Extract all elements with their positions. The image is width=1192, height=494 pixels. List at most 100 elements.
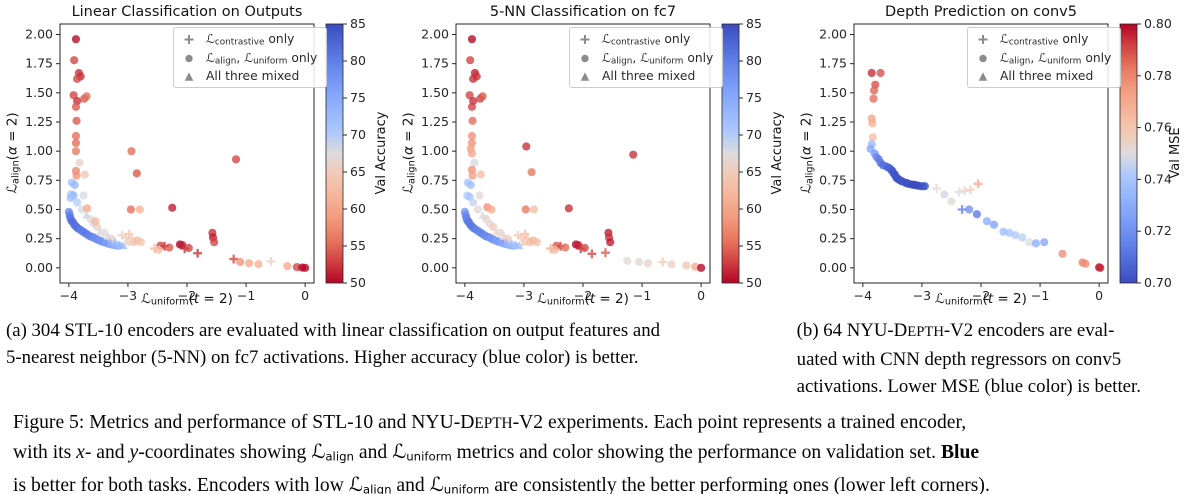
data-point <box>72 171 81 180</box>
data-point <box>168 203 177 212</box>
text-segment: uniform <box>443 482 490 494</box>
data-point <box>467 35 477 44</box>
y-tick-label: 1.25 <box>25 114 53 129</box>
scatter-plot-svg: −4 −3 −2 −1 0 0.00 0.25 0.50 0.75 1.00 1.25 1.50 1.7… <box>819 16 1183 303</box>
data-point <box>932 184 942 193</box>
data-point <box>912 181 921 190</box>
data-point <box>515 241 524 250</box>
text-segment: contrastive <box>1008 37 1059 48</box>
data-point <box>527 168 536 177</box>
y-tick-label: 1.50 <box>819 85 847 100</box>
legend-row: ℒcontrastive only <box>975 32 1111 48</box>
text-segment: only <box>1081 50 1112 65</box>
y-axis-label: ℒalign(α = 2) <box>401 112 418 193</box>
data-point <box>469 198 478 207</box>
data-point <box>110 239 120 248</box>
text-segment: ℒ <box>798 183 815 194</box>
text-segment: All three mixed <box>206 69 300 84</box>
data-point <box>193 248 203 258</box>
y-axis-label: ℒalign(α = 2) <box>799 112 816 193</box>
legend-row: ℒcontrastive only <box>181 32 317 48</box>
text-segment: -V2 encoders are eval- <box>943 320 1115 341</box>
text-segment: with its <box>13 442 77 463</box>
colorbar-tick-label: 0.80 <box>1144 16 1172 31</box>
legend-label: All three mixed <box>602 69 695 83</box>
text-segment: uniform <box>150 296 189 308</box>
text-segment: uated with CNN depth regressors on conv5 <box>796 349 1122 370</box>
text-segment: x <box>76 442 85 463</box>
x-tick-label: −2 <box>574 288 592 303</box>
data-point <box>869 94 878 103</box>
scatter-plot-svg: −4 −3 −2 −1 0 0.00 0.25 0.50 0.75 1.00 1.25 1.50 1.7… <box>421 16 785 303</box>
data-point <box>682 261 691 270</box>
y-tick-label: 1.50 <box>25 85 53 100</box>
y-axis-label: ℒalign(α = 2) <box>5 112 22 193</box>
data-point <box>965 205 974 214</box>
data-point <box>960 186 969 196</box>
colorbar-tick-label: 0.72 <box>1144 223 1172 238</box>
text-segment: align <box>1008 56 1031 67</box>
figure-caption-line: with its x- and y-coordinates showing ℒa… <box>13 438 1179 471</box>
y-tick-label: 1.00 <box>25 143 53 158</box>
data-point <box>1025 238 1034 247</box>
data-point <box>466 56 475 65</box>
caption-b-line: activations. Lower MSE (blue color) is b… <box>797 373 1192 400</box>
points-layer <box>866 68 1105 272</box>
data-point <box>301 263 310 272</box>
legend-row: All three mixed <box>975 69 1111 83</box>
text-segment: activations. Lower MSE (blue color) is b… <box>796 376 1141 397</box>
text-segment: uniform <box>546 296 585 308</box>
data-point <box>135 205 144 214</box>
data-point <box>519 237 529 246</box>
data-point <box>229 254 239 264</box>
text-segment: = 2) <box>595 291 629 307</box>
data-point <box>473 205 482 214</box>
data-point <box>532 238 542 247</box>
data-point <box>154 245 163 254</box>
colorbar-tick-label: 0.76 <box>1144 120 1172 135</box>
triangle-marker-icon <box>580 71 590 81</box>
text-segment: only <box>660 32 691 46</box>
x-axis-label: ℒuniform(t = 2) <box>854 291 1108 308</box>
caption-b: (b) 64 NYU-DEPTH-V2 encoders are eval- u… <box>793 317 1192 400</box>
data-point <box>124 229 134 239</box>
data-point <box>658 257 668 267</box>
data-point <box>244 259 254 268</box>
data-point <box>920 182 929 191</box>
colorbar-tick-label: 0.78 <box>1144 68 1172 83</box>
data-point <box>502 238 511 247</box>
text-segment: uniform <box>649 56 684 67</box>
text-segment: ℒ <box>141 291 151 307</box>
x-tick-label: −2 <box>178 288 196 303</box>
circle-marker-icon <box>185 54 193 63</box>
data-point <box>231 155 241 164</box>
data-point <box>165 243 174 252</box>
data-point <box>487 205 496 214</box>
data-point <box>601 248 610 258</box>
y-tick-label: 1.75 <box>421 56 449 71</box>
legend-label: ℒcontrastive only <box>602 32 690 48</box>
data-point <box>119 241 128 250</box>
text-segment: Figure 5: Metrics and performance of STL… <box>13 412 475 433</box>
data-point <box>71 138 81 148</box>
colorbar-tick-label: 55 <box>746 238 762 253</box>
legend: ℒcontrastive only ℒalign, ℒuniform only Al… <box>173 27 328 89</box>
data-point <box>965 185 975 195</box>
data-point <box>667 260 676 269</box>
text-segment: (b) 64 NYU-D <box>796 320 908 341</box>
text-segment: ℒ <box>244 50 254 65</box>
y-tick-label: 1.50 <box>421 85 449 100</box>
legend-row: ℒalign, ℒuniform only <box>577 51 713 67</box>
x-tick-label: 0 <box>301 288 309 303</box>
text-segment: align <box>325 449 354 464</box>
y-tick-label: 0.00 <box>25 260 53 275</box>
y-tick-label: 1.75 <box>819 56 847 71</box>
plus-marker-icon <box>580 35 590 45</box>
data-point <box>80 170 89 179</box>
data-point <box>132 169 141 178</box>
data-point <box>876 68 885 78</box>
data-point <box>629 150 638 159</box>
data-point <box>521 205 530 214</box>
data-point <box>1011 231 1020 240</box>
